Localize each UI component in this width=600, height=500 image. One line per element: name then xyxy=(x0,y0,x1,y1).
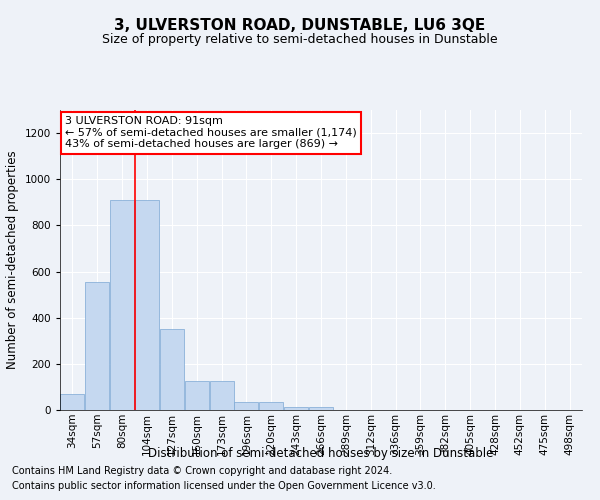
Bar xyxy=(235,402,259,410)
Y-axis label: Number of semi-detached properties: Number of semi-detached properties xyxy=(6,150,19,370)
Bar xyxy=(85,282,109,410)
Text: Contains HM Land Registry data © Crown copyright and database right 2024.: Contains HM Land Registry data © Crown c… xyxy=(12,466,392,476)
Bar xyxy=(309,406,333,410)
Bar xyxy=(61,394,85,410)
Bar xyxy=(110,200,134,410)
Text: 3 ULVERSTON ROAD: 91sqm
← 57% of semi-detached houses are smaller (1,174)
43% of: 3 ULVERSTON ROAD: 91sqm ← 57% of semi-de… xyxy=(65,116,357,149)
Bar xyxy=(185,381,209,410)
Bar xyxy=(259,402,283,410)
Bar xyxy=(135,200,159,410)
Text: Contains public sector information licensed under the Open Government Licence v3: Contains public sector information licen… xyxy=(12,481,436,491)
Bar xyxy=(209,381,233,410)
Text: Distribution of semi-detached houses by size in Dunstable: Distribution of semi-detached houses by … xyxy=(148,448,494,460)
Text: Size of property relative to semi-detached houses in Dunstable: Size of property relative to semi-detach… xyxy=(102,32,498,46)
Bar xyxy=(284,406,308,410)
Text: 3, ULVERSTON ROAD, DUNSTABLE, LU6 3QE: 3, ULVERSTON ROAD, DUNSTABLE, LU6 3QE xyxy=(115,18,485,32)
Bar xyxy=(160,329,184,410)
